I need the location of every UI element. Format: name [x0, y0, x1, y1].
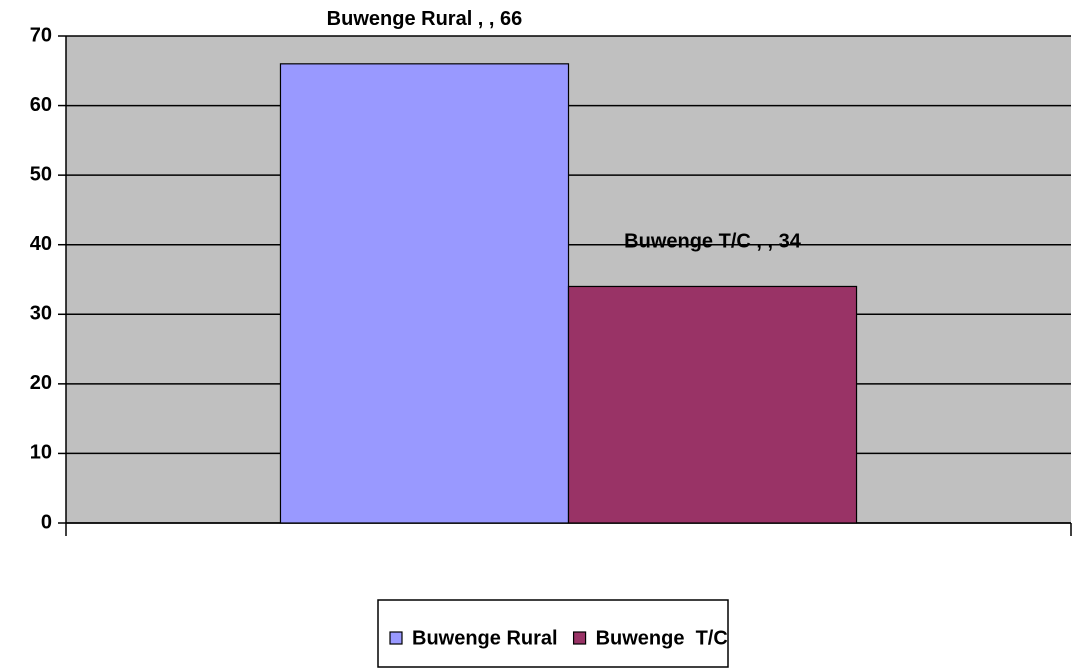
bar — [567, 285, 858, 524]
y-tick-label: 30 — [30, 303, 52, 325]
data-label: Buwenge T/C , , 34 — [624, 231, 802, 253]
y-tick-label: 40 — [30, 233, 52, 255]
y-tick-label: 20 — [30, 372, 52, 394]
y-tick-label: 10 — [30, 442, 52, 464]
legend-box — [377, 599, 729, 668]
legend-label: Buwenge T/C — [596, 627, 728, 649]
legend-swatch — [389, 631, 403, 645]
bar — [279, 63, 570, 524]
y-tick-label: 60 — [30, 94, 52, 116]
legend-swatch — [572, 631, 587, 645]
y-tick-label: 0 — [41, 511, 52, 533]
y-tick-label: 70 — [30, 24, 52, 46]
legend-label: Buwenge Rural — [412, 627, 558, 649]
data-label: Buwenge Rural , , 66 — [327, 8, 523, 30]
y-tick-label: 50 — [30, 163, 52, 185]
